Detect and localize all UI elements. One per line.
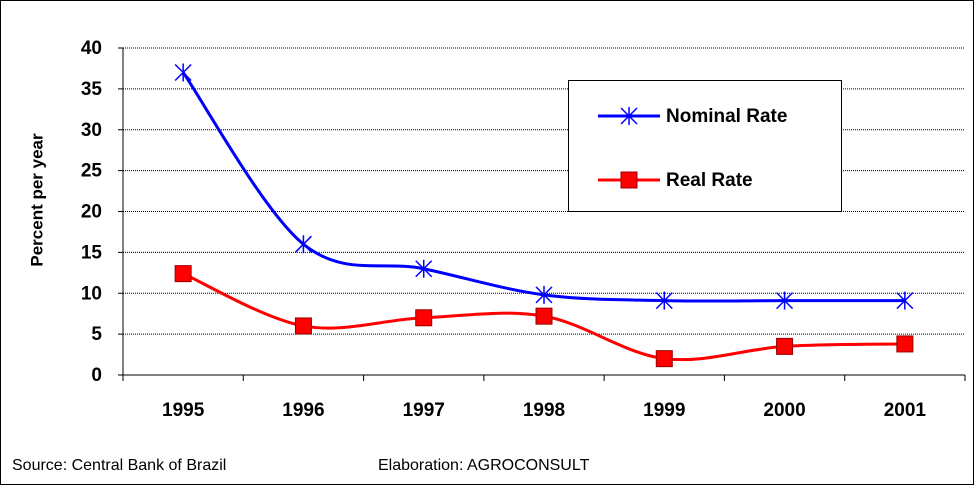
x-tick-label: 2001 (884, 400, 927, 421)
point (294, 235, 312, 254)
y-tick-label: 5 (91, 324, 102, 345)
x-tick-label: 1999 (643, 400, 685, 421)
point (655, 350, 673, 368)
legend-label: Real Rate (666, 170, 753, 191)
y-axis-label: Percent per year (27, 133, 46, 267)
point (174, 63, 192, 82)
point (415, 259, 433, 278)
point (896, 291, 914, 310)
y-tick-label: 10 (81, 283, 102, 304)
x-tick-label: 1998 (523, 400, 565, 421)
source-note: Source: Central Bank of Brazil (12, 457, 226, 474)
y-tick-label: 0 (91, 365, 102, 386)
x-tick-label: 1996 (282, 400, 324, 421)
point (294, 317, 312, 335)
legend-label: Nominal Rate (666, 106, 787, 127)
point (415, 309, 433, 327)
x-tick-label: 1995 (162, 400, 205, 421)
point (174, 265, 192, 283)
point (896, 335, 914, 353)
legend-box (568, 80, 842, 212)
y-tick-label: 40 (81, 38, 102, 59)
point (535, 285, 553, 304)
y-tick-label: 30 (81, 120, 102, 141)
y-tick-label: 15 (81, 242, 103, 263)
y-tick-label: 25 (81, 161, 103, 182)
y-tick-label: 35 (81, 79, 103, 100)
legend-marker (620, 107, 638, 125)
point (776, 291, 794, 310)
y-tick-label: 20 (81, 202, 102, 223)
credit-note: Elaboration: AGROCONSULT (378, 457, 590, 474)
x-tick-label: 2000 (763, 400, 805, 421)
point (655, 291, 673, 310)
x-tick-label: 1997 (403, 400, 445, 421)
point (776, 337, 794, 355)
point (535, 307, 553, 325)
legend-marker (620, 171, 638, 189)
